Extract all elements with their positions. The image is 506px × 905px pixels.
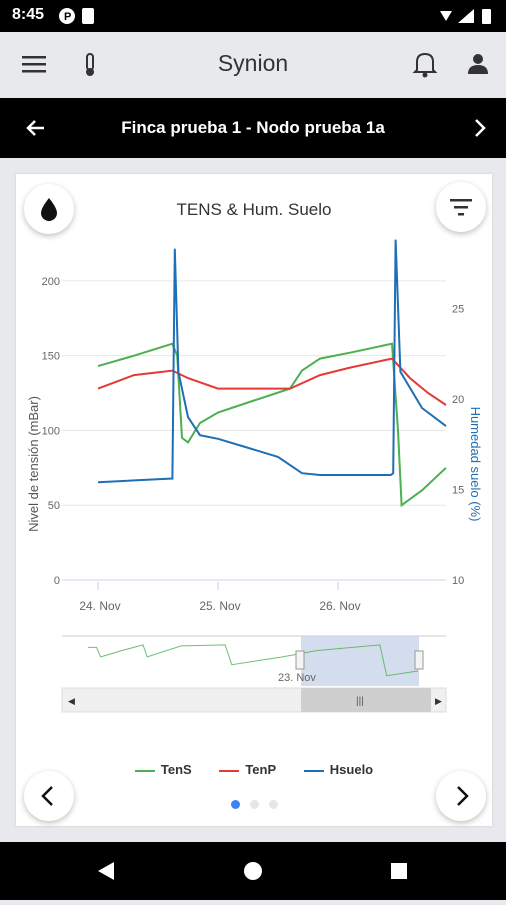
legend-tens[interactable]: TenS [134, 762, 192, 777]
chart-area[interactable]: 0 50 100 150 200 10 15 20 25 24. Nov 25. Nov 26. … [16, 224, 492, 774]
nav-home-icon[interactable] [244, 862, 262, 880]
nav-back-icon[interactable] [98, 862, 114, 880]
page-dot-1[interactable] [230, 800, 240, 809]
menu-icon[interactable] [22, 54, 48, 74]
series-line-tens[interactable] [97, 342, 447, 508]
chart-title: TENS & Hum. Suelo [176, 200, 332, 219]
system-nav-bar [0, 842, 506, 900]
app-title: Synion [217, 50, 289, 76]
y-tick-label: 0 [54, 575, 60, 587]
wifi-icon [440, 11, 452, 21]
next-chart-button[interactable] [436, 771, 486, 821]
navigator-right-handle[interactable] [414, 650, 424, 670]
y-axis-title: Nivel de tensión (mBar) [26, 396, 41, 532]
app-bar: Synion [0, 32, 506, 98]
x-tick-label: 25. Nov [199, 599, 240, 613]
y-tick-label: 100 [42, 425, 60, 437]
legend-hsuelo[interactable]: Hsuelo [303, 762, 373, 777]
navigator-selection[interactable] [301, 636, 419, 686]
notification-icons: P [59, 8, 94, 24]
navigator[interactable]: 23. Nov ◀ ▶ ||| [61, 635, 447, 713]
node-bar: Finca prueba 1 - Nodo prueba 1a [0, 98, 506, 158]
y-tick-label: 200 [42, 276, 60, 288]
filter-button[interactable] [436, 182, 486, 232]
arrow-back-icon[interactable] [24, 116, 48, 140]
water-drop-icon [41, 198, 57, 221]
status-notification-icons: P [58, 6, 98, 31]
navigator-date-label: 23. Nov [278, 672, 316, 684]
x-tick-label: 24. Nov [79, 599, 120, 613]
chevron-right-icon[interactable] [468, 116, 492, 140]
chart-card: TENS & Hum. Suelo 0 50 100 150 200 10 15 20 25 … [16, 174, 492, 826]
water-drop-button[interactable] [24, 184, 74, 234]
page-dot-2[interactable] [249, 800, 259, 809]
y2-tick-label: 20 [452, 394, 464, 406]
y-tick-label: 150 [42, 351, 60, 363]
node-title: Finca prueba 1 - Nodo prueba 1a [121, 118, 385, 137]
scrollbar-thumb[interactable] [301, 688, 431, 712]
y2-tick-label: 10 [452, 575, 464, 587]
legend-tenp[interactable]: TenP [219, 762, 276, 777]
y-tick-label: 50 [48, 500, 60, 512]
series-line-tenp[interactable] [97, 357, 447, 406]
page-indicator [16, 796, 492, 814]
series-line-hsuelo[interactable] [97, 239, 447, 484]
page-dot-3[interactable] [268, 800, 278, 809]
battery-icon [482, 9, 491, 24]
scroll-right-icon[interactable]: ▶ [435, 696, 442, 706]
status-bar: 8:45 P [0, 0, 506, 32]
filter-icon [450, 199, 472, 216]
x-tick-label: 26. Nov [319, 599, 360, 613]
prev-chart-button[interactable] [24, 771, 74, 821]
y2-axis-title: Humedad suelo (%) [468, 407, 483, 522]
scroll-left-icon[interactable]: ◀ [68, 696, 75, 706]
chevron-right-icon [457, 786, 469, 806]
chart-legend: TenS TenP Hsuelo [16, 762, 492, 777]
thermometer-icon[interactable] [80, 52, 100, 78]
nav-recents-icon[interactable] [391, 863, 407, 879]
svg-text:P: P [64, 11, 71, 23]
y2-tick-label: 25 [452, 303, 464, 315]
y2-tick-label: 15 [452, 484, 464, 496]
bell-icon[interactable] [412, 50, 438, 78]
scroll-grip-icon: ||| [356, 696, 364, 707]
status-time: 8:45 [12, 6, 45, 23]
navigator-left-handle[interactable] [295, 650, 305, 670]
account-icon[interactable] [466, 52, 490, 76]
chevron-left-icon [41, 786, 53, 806]
status-system-icons [438, 7, 498, 30]
signal-icon [458, 9, 474, 23]
